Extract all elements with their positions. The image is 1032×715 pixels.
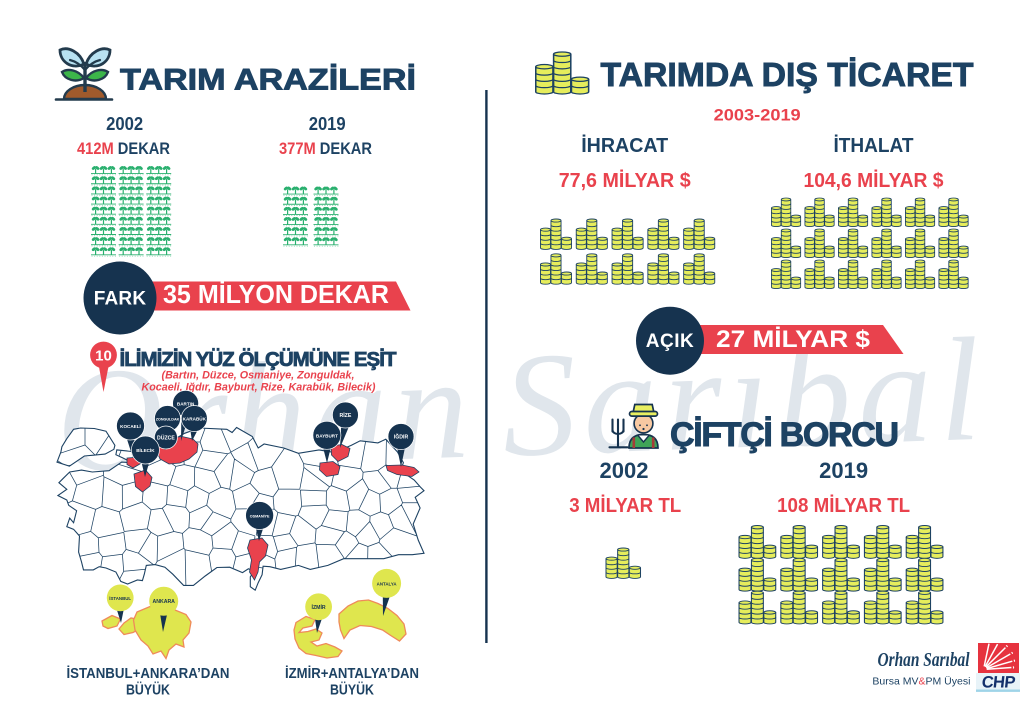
svg-text:2019: 2019 xyxy=(819,458,868,483)
svg-text:ÇİFTÇİ BORCU: ÇİFTÇİ BORCU xyxy=(670,416,899,454)
svg-text:BARTIN: BARTIN xyxy=(177,401,195,406)
svg-text:CHP: CHP xyxy=(981,673,1017,692)
svg-text:108 MİLYAR TL: 108 MİLYAR TL xyxy=(777,494,910,517)
svg-text:FARK: FARK xyxy=(94,289,147,310)
svg-text:3 MİLYAR TL: 3 MİLYAR TL xyxy=(569,494,681,517)
svg-text:377M DEKAR: 377M DEKAR xyxy=(279,139,372,158)
svg-text:412M DEKAR: 412M DEKAR xyxy=(77,139,170,158)
svg-text:2002: 2002 xyxy=(600,458,649,483)
svg-text:İSTANBUL: İSTANBUL xyxy=(109,596,131,601)
svg-text:İLİMİZİN YÜZ ÖLÇÜMÜNE EŞİT: İLİMİZİN YÜZ ÖLÇÜMÜNE EŞİT xyxy=(120,348,397,371)
svg-text:ANKARA: ANKARA xyxy=(152,599,175,605)
svg-text:ZONGULDAK: ZONGULDAK xyxy=(156,418,180,422)
svg-text:ANTALYA: ANTALYA xyxy=(377,581,398,586)
svg-text:İZMİR: İZMİR xyxy=(312,604,326,611)
svg-text:TARIM ARAZİLERİ: TARIM ARAZİLERİ xyxy=(120,64,416,97)
svg-text:BÜYÜK: BÜYÜK xyxy=(126,682,170,699)
svg-text:10: 10 xyxy=(95,348,112,365)
svg-text:İTHALAT: İTHALAT xyxy=(834,134,914,157)
svg-text:35 MİLYON DEKAR: 35 MİLYON DEKAR xyxy=(163,281,389,309)
svg-text:BÜYÜK: BÜYÜK xyxy=(330,682,374,699)
svg-text:Kocaeli, Iğdır, Bayburt, Rize,: Kocaeli, Iğdır, Bayburt, Rize, Karabük, … xyxy=(142,382,376,394)
svg-text:İSTANBUL+ANKARA’DAN: İSTANBUL+ANKARA’DAN xyxy=(67,665,230,682)
svg-text:2003-2019: 2003-2019 xyxy=(714,106,801,125)
svg-text:OSMANİYE: OSMANİYE xyxy=(250,514,270,519)
svg-text:BİLECİK: BİLECİK xyxy=(136,447,155,453)
svg-text:TARIMDA DIŞ TİCARET: TARIMDA DIŞ TİCARET xyxy=(601,56,974,93)
svg-text:77,6 MİLYAR $: 77,6 MİLYAR $ xyxy=(559,169,691,192)
svg-text:İZMİR+ANTALYA’DAN: İZMİR+ANTALYA’DAN xyxy=(285,665,419,682)
svg-text:AÇIK: AÇIK xyxy=(646,331,694,352)
svg-text:104,6 MİLYAR $: 104,6 MİLYAR $ xyxy=(804,169,944,192)
svg-text:KARABÜK: KARABÜK xyxy=(183,416,207,422)
svg-text:Bursa MV&PM Üyesi: Bursa MV&PM Üyesi xyxy=(872,676,970,688)
svg-text:Orhan Sarıbal: Orhan Sarıbal xyxy=(878,649,970,671)
svg-text:2019: 2019 xyxy=(309,114,346,134)
svg-text:İHRACAT: İHRACAT xyxy=(581,134,668,157)
svg-text:27 MİLYAR $: 27 MİLYAR $ xyxy=(716,326,871,353)
svg-text:2002: 2002 xyxy=(106,114,143,134)
svg-text:RİZE: RİZE xyxy=(339,412,351,419)
svg-text:DÜZCE: DÜZCE xyxy=(157,435,175,442)
svg-text:BAYBURT: BAYBURT xyxy=(316,433,338,438)
svg-text:(Bartın, Düzce, Osmaniye, Zong: (Bartın, Düzce, Osmaniye, Zonguldak, xyxy=(162,370,355,382)
svg-text:IĞDIR: IĞDIR xyxy=(394,433,409,441)
svg-text:KOCAELİ: KOCAELİ xyxy=(120,423,141,429)
